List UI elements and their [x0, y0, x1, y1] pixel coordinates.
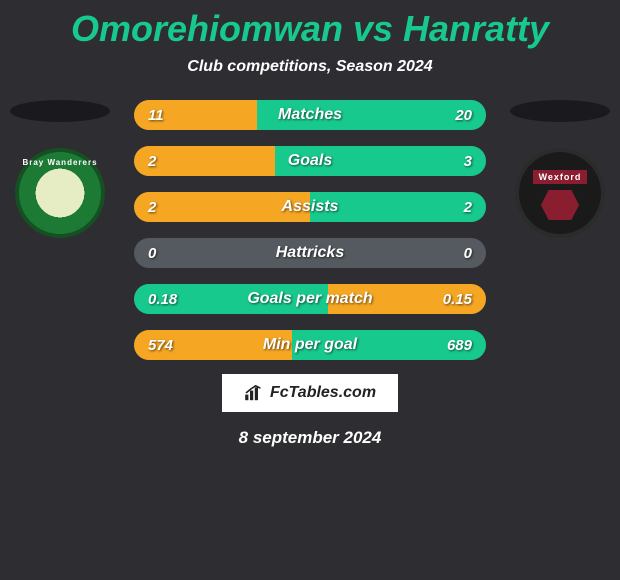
brand-badge[interactable]: FcTables.com — [222, 374, 398, 412]
page-title: Omorehiomwan vs Hanratty — [71, 8, 549, 50]
stat-row: 2Goals3 — [134, 146, 486, 176]
stat-label: Goals per match — [134, 290, 486, 308]
stat-label: Hattricks — [134, 244, 486, 262]
right-player-column: Wexford — [500, 100, 620, 238]
stat-value-right: 0 — [464, 245, 472, 262]
stats-column: 11Matches202Goals32Assists20Hattricks00.… — [120, 100, 500, 360]
stat-value-right: 3 — [464, 153, 472, 170]
stat-label: Matches — [134, 106, 486, 124]
stat-value-right: 689 — [447, 337, 472, 354]
stat-row: 0.18Goals per match0.15 — [134, 284, 486, 314]
left-player-column: Bray Wanderers — [0, 100, 120, 238]
stat-row: 574Min per goal689 — [134, 330, 486, 360]
stat-row: 0Hattricks0 — [134, 238, 486, 268]
club-badge-wexford: Wexford — [515, 148, 605, 238]
badge-text: Bray Wanderers — [22, 158, 97, 167]
stat-value-right: 2 — [464, 199, 472, 216]
stat-label: Goals — [134, 152, 486, 170]
stat-label: Assists — [134, 198, 486, 216]
badge-text: Wexford — [533, 170, 588, 184]
badge-shape — [541, 190, 579, 220]
chart-icon — [244, 385, 264, 401]
stat-value-right: 0.15 — [443, 291, 472, 308]
brand-text: FcTables.com — [270, 384, 376, 402]
player-shadow — [510, 100, 610, 122]
subtitle: Club competitions, Season 2024 — [187, 58, 432, 76]
club-badge-bray: Bray Wanderers — [15, 148, 105, 238]
comparison-row: Bray Wanderers 11Matches202Goals32Assist… — [0, 100, 620, 360]
date-label: 8 september 2024 — [239, 428, 382, 448]
stat-value-right: 20 — [455, 107, 472, 124]
stat-label: Min per goal — [134, 336, 486, 354]
stat-row: 2Assists2 — [134, 192, 486, 222]
player-shadow — [10, 100, 110, 122]
stat-row: 11Matches20 — [134, 100, 486, 130]
